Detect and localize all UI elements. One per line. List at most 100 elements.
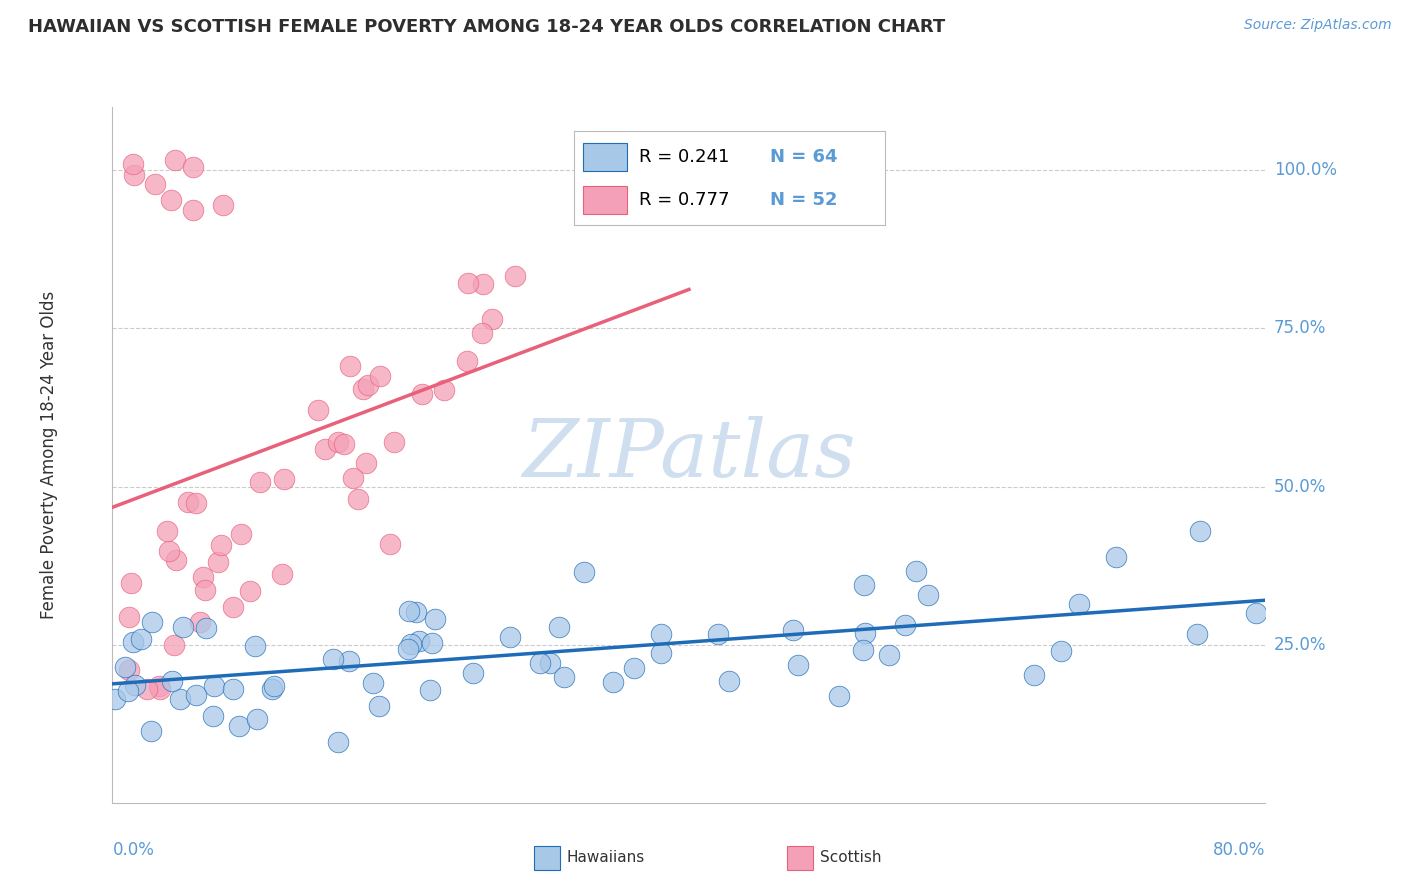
Point [456,354,478,368]
Point [718,674,741,689]
Point [342,471,364,485]
Text: N = 64: N = 64 [769,148,837,166]
Text: Hawaiians: Hawaiians [567,850,645,865]
Point [148,679,170,693]
Point [471,326,494,340]
Point [877,648,900,663]
Point [184,496,207,510]
Text: 75.0%: 75.0% [1274,319,1326,337]
Text: N = 52: N = 52 [769,191,837,209]
Point [222,599,245,614]
Point [548,619,571,633]
Point [538,656,561,670]
Point [117,684,139,698]
Point [572,565,595,579]
Point [172,620,194,634]
Point [141,615,163,629]
Point [623,660,645,674]
Text: R = 0.241: R = 0.241 [638,148,730,166]
Point [352,383,374,397]
Point [163,638,186,652]
Point [354,456,377,470]
Point [855,626,877,640]
Point [337,654,360,668]
Point [828,689,851,703]
Point [905,564,928,578]
Point [399,637,422,651]
Point [326,434,349,449]
Point [194,583,217,598]
Point [408,633,430,648]
Point [169,692,191,706]
Point [195,621,218,635]
Point [471,277,494,291]
Point [222,682,245,697]
Point [271,567,294,582]
Point [1244,606,1267,620]
Point [143,177,166,191]
Point [894,618,917,632]
Point [423,611,446,625]
Bar [583,186,627,214]
Point [361,676,384,690]
Point [246,712,269,726]
Point [398,604,420,618]
Point [181,202,204,217]
Point [411,386,433,401]
Text: ZIPatlas: ZIPatlas [522,417,856,493]
Text: R = 0.777: R = 0.777 [638,191,730,209]
Point [499,630,522,644]
Point [357,378,380,392]
Point [202,679,225,693]
Point [853,578,876,592]
Point [782,623,804,637]
Point [420,635,443,649]
Point [405,605,427,619]
Point [347,492,370,507]
Point [117,663,139,677]
Bar [583,143,627,171]
Point [165,153,187,167]
Point [228,719,250,733]
Point [212,198,235,212]
Point [177,494,200,508]
Point [1049,644,1071,658]
Point [139,724,162,739]
Point [1022,668,1045,682]
Point [243,639,266,653]
Point [396,641,419,656]
Point [207,555,229,569]
Point [917,588,939,602]
Point [186,688,208,702]
Text: Scottish: Scottish [820,850,882,865]
Point [209,538,232,552]
Text: 80.0%: 80.0% [1213,841,1265,859]
Point [328,734,350,748]
Point [124,678,146,692]
Point [553,670,575,684]
Point [503,268,526,283]
Point [314,442,336,457]
Point [159,544,181,558]
Point [307,403,329,417]
Point [457,276,479,290]
Point [1185,627,1208,641]
Point [378,537,401,551]
Text: 25.0%: 25.0% [1274,636,1326,654]
Point [333,437,356,451]
Point [481,312,503,326]
Point [368,368,391,383]
Point [382,434,405,449]
Point [650,627,672,641]
Text: 100.0%: 100.0% [1274,161,1337,179]
Point [160,673,183,688]
Point [463,665,485,680]
Point [368,699,391,714]
Point [1067,597,1090,611]
Point [339,359,361,374]
Point [181,160,204,174]
Point [129,632,152,646]
Point [120,575,142,590]
Point [149,681,172,696]
Point [104,691,127,706]
